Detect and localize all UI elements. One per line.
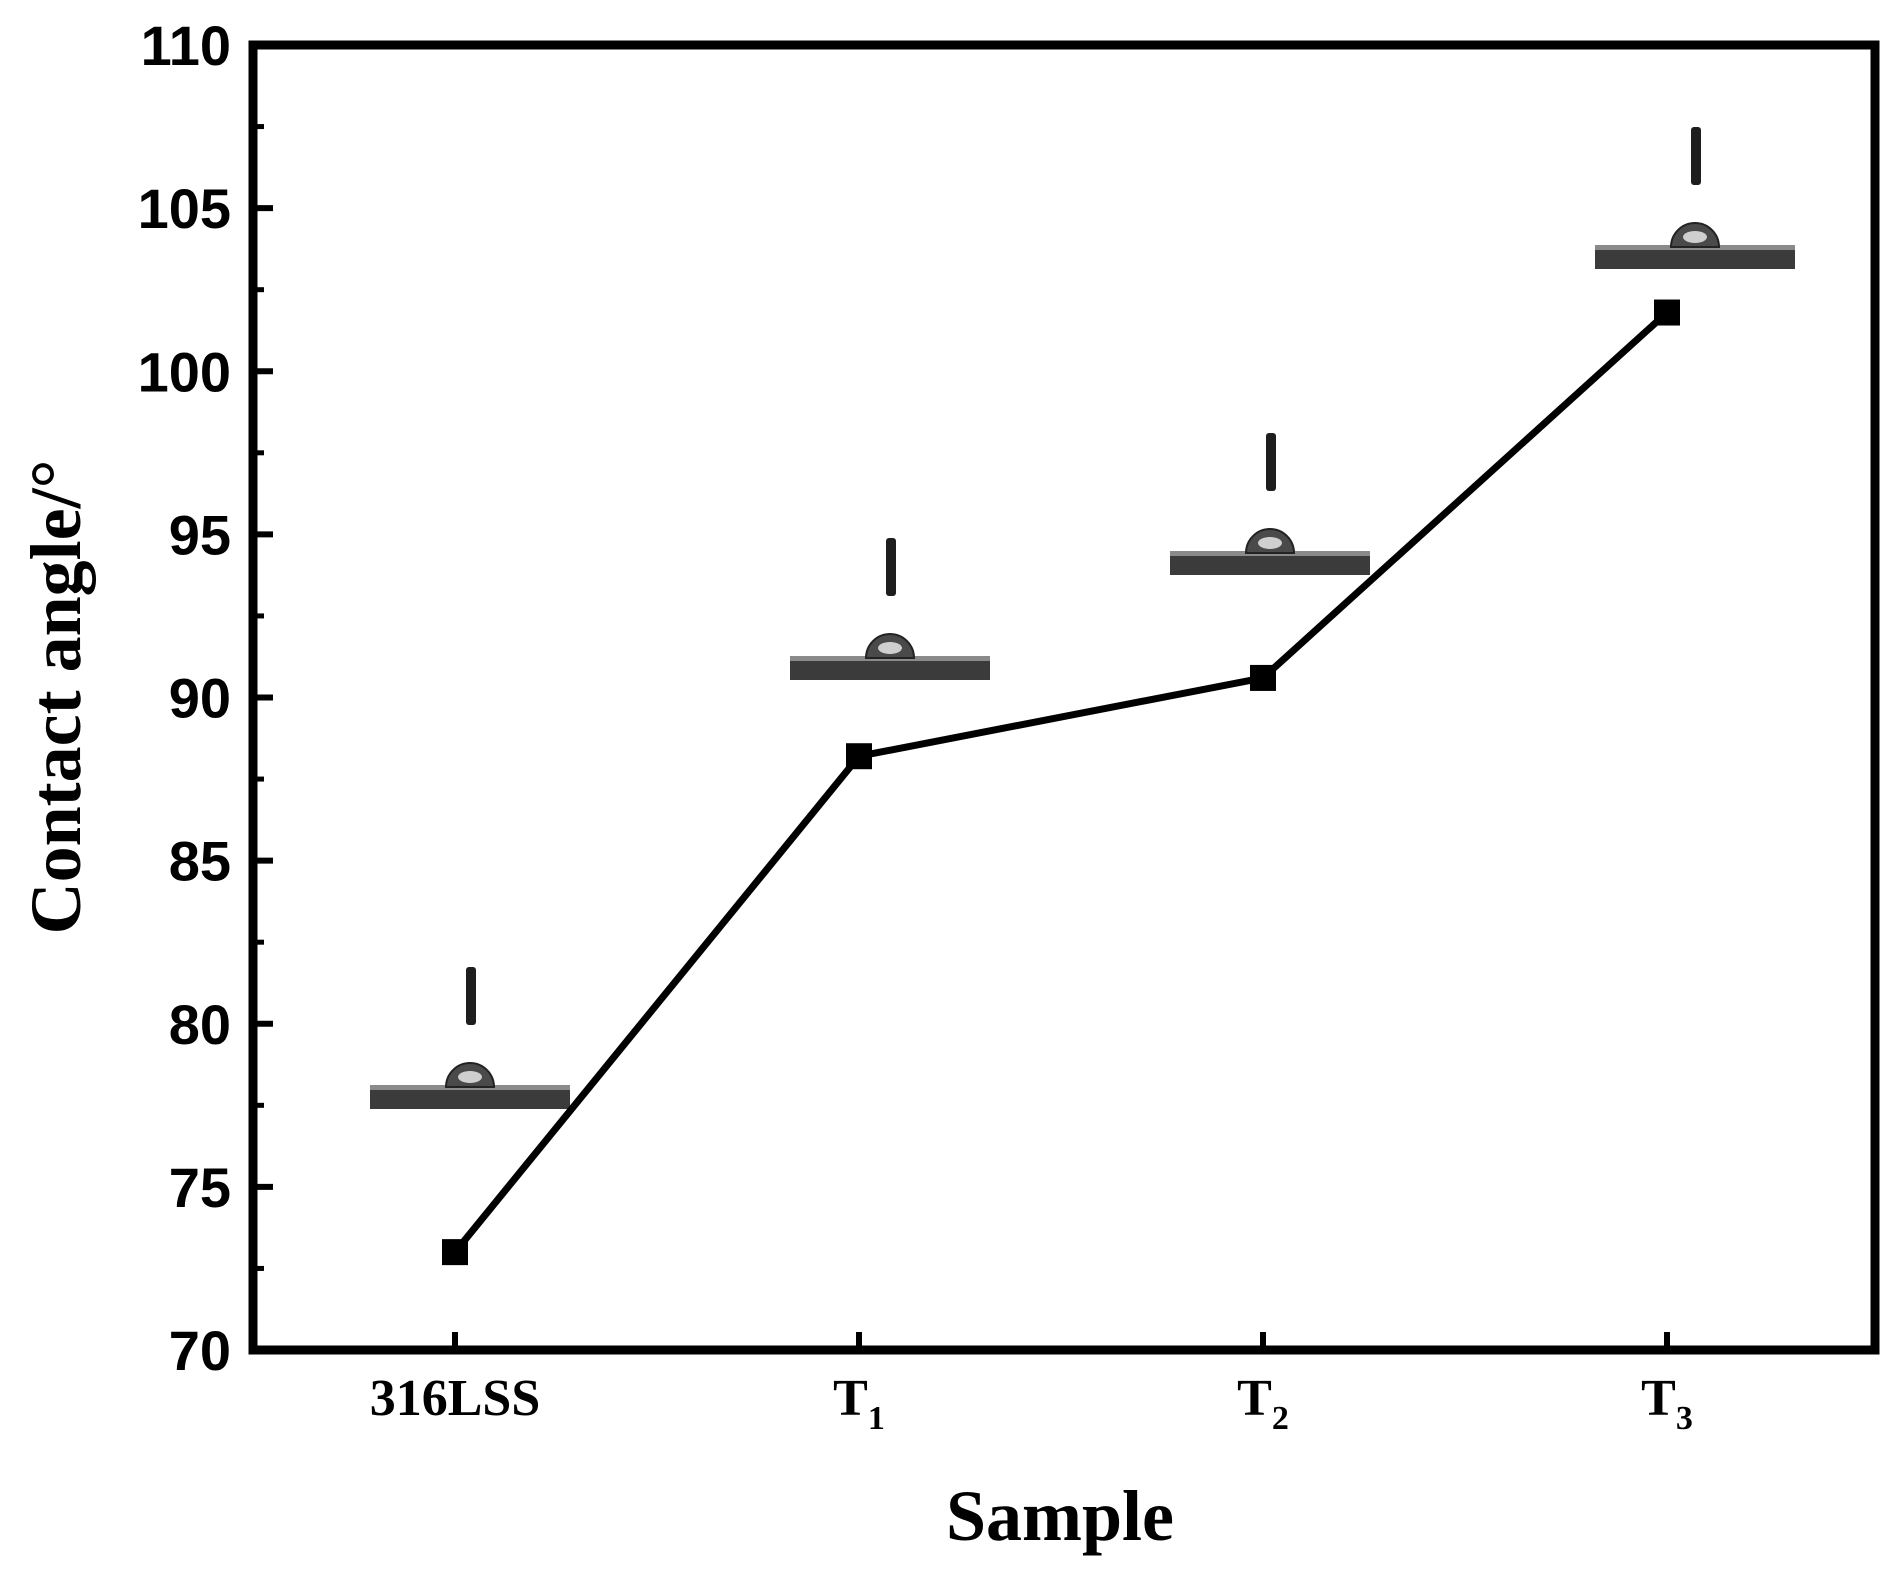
x-axis-title: Sample	[946, 1476, 1174, 1556]
dispensing-needle	[886, 538, 896, 596]
y-tick-label: 105	[138, 177, 231, 240]
x-tick-label: 316LSS	[370, 1370, 541, 1427]
substrate	[370, 1087, 570, 1109]
droplet-inset	[790, 538, 990, 680]
x-tick-label: T2	[1237, 1370, 1289, 1437]
x-tick-label: T3	[1641, 1370, 1693, 1437]
data-point-marker	[1250, 664, 1276, 691]
data-point-marker	[442, 1239, 468, 1266]
y-tick-label: 85	[169, 830, 231, 893]
dispensing-needle	[1266, 433, 1276, 491]
y-tick-label: 100	[138, 340, 231, 403]
droplet-insets	[370, 127, 1795, 1109]
substrate	[790, 658, 990, 680]
y-tick-label: 95	[169, 503, 231, 566]
dispensing-needle	[1691, 127, 1701, 185]
data-point-marker	[1654, 299, 1680, 326]
dispensing-needle	[466, 967, 476, 1025]
series-line	[452, 309, 1670, 1255]
droplet-inset	[370, 967, 570, 1109]
y-tick-label: 70	[169, 1319, 231, 1382]
x-tick-label: T1	[833, 1370, 885, 1437]
y-tick-label: 110	[141, 14, 231, 77]
y-tick-label: 90	[169, 667, 231, 730]
plot-frame	[248, 40, 1880, 1355]
droplet-inset	[1595, 127, 1795, 269]
y-axis-ticks: 70 75 80 85 90 95 100 105 110	[138, 14, 273, 1382]
y-axis-title: Contact angle/°	[16, 460, 96, 935]
droplet-highlight	[878, 642, 902, 654]
substrate	[1595, 247, 1795, 269]
x-axis-ticks: 316LSS T1 T2 T3	[370, 1332, 1693, 1437]
substrate	[1170, 553, 1370, 575]
droplet-highlight	[458, 1071, 482, 1083]
data-series	[442, 299, 1680, 1266]
droplet-inset	[1170, 433, 1370, 575]
data-point-marker	[846, 743, 872, 770]
y-tick-label: 75	[169, 1156, 231, 1219]
droplet-highlight	[1683, 231, 1707, 243]
droplet-highlight	[1258, 537, 1282, 549]
y-tick-label: 80	[169, 993, 231, 1056]
